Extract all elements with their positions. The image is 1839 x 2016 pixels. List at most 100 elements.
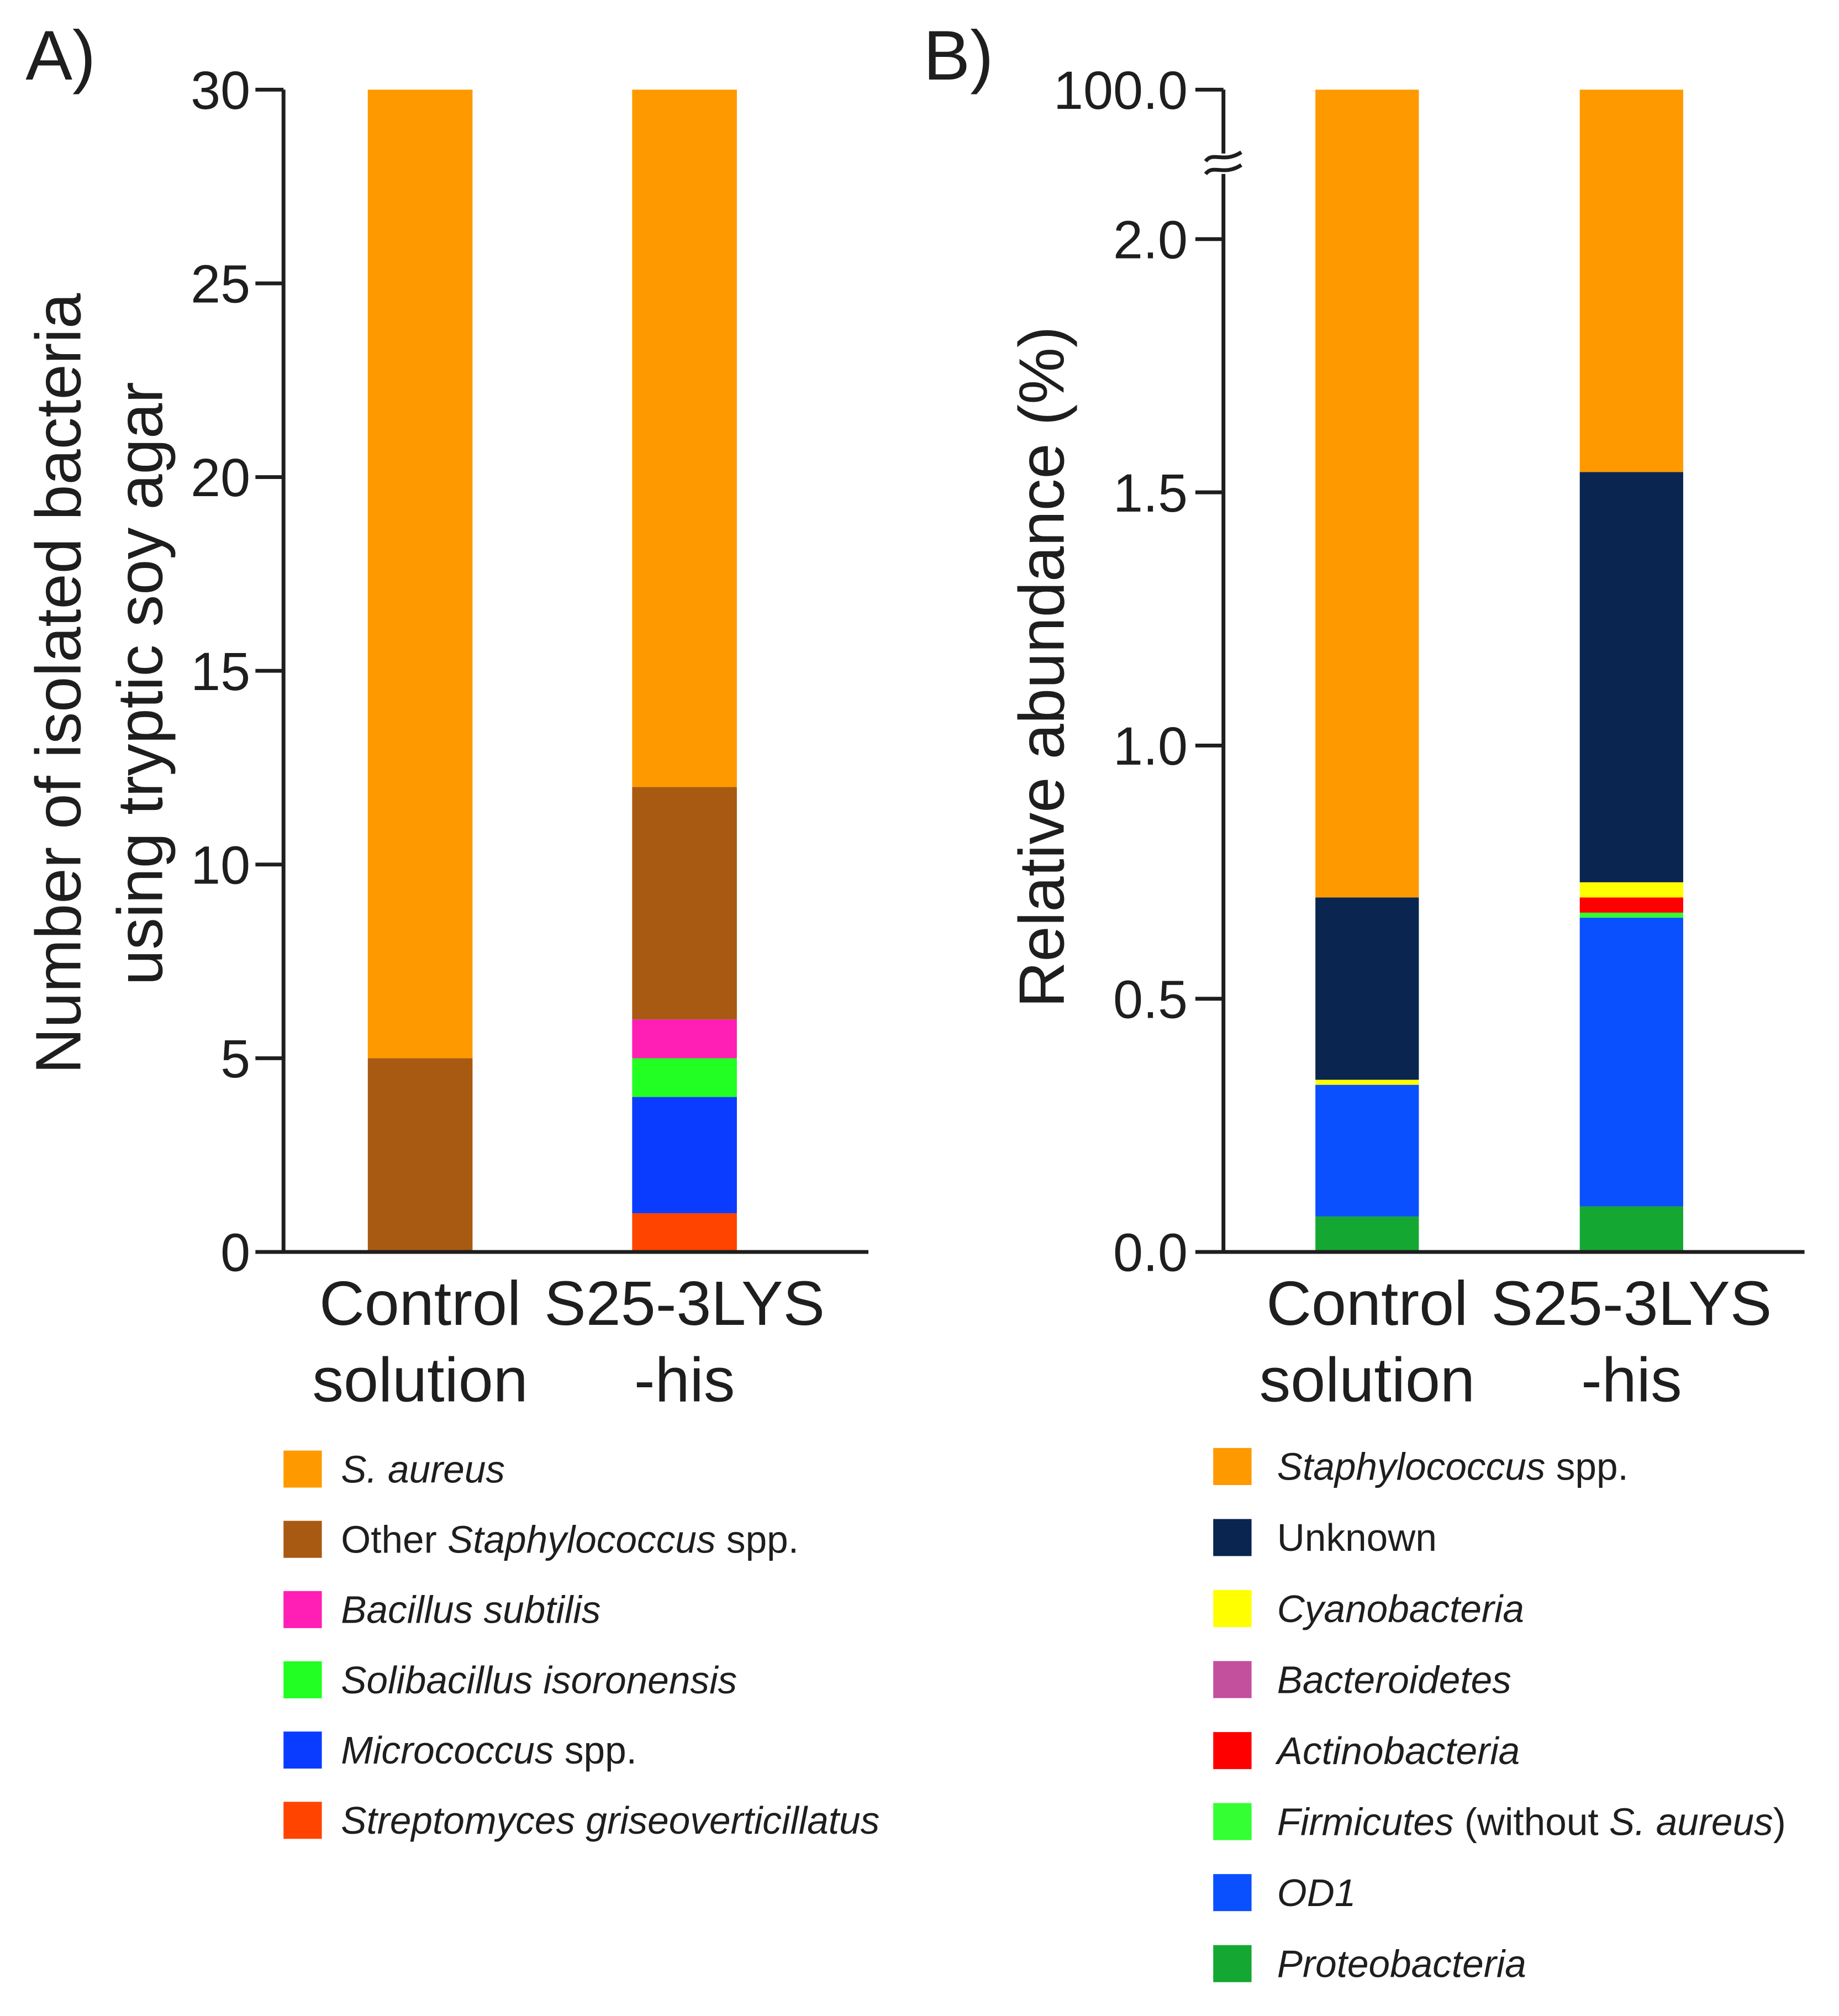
- legend-label: Solibacillus isoronensis: [341, 1659, 737, 1702]
- x-tick-label: -his: [1581, 1345, 1682, 1415]
- legend-item-proteobacteria: Proteobacteria: [1213, 1942, 1526, 1985]
- legend-swatch: [1213, 1589, 1252, 1628]
- legend-swatch: [283, 1802, 322, 1839]
- legend-label: Staphylococcus spp.: [1277, 1445, 1629, 1488]
- legend-label: Firmicutes (without S. aureus): [1277, 1800, 1786, 1843]
- bar-segment-staphylococcus-spp-0: [1315, 90, 1419, 898]
- legend-item-bacteroidetes: Bacteroidetes: [1213, 1658, 1511, 1701]
- legend-item-s-aureus: S. aureus: [283, 1447, 505, 1491]
- y-tick-label: 1.0: [1113, 716, 1188, 776]
- y-tick-label: 0: [220, 1223, 250, 1283]
- legend-label: OD1: [1277, 1871, 1356, 1914]
- legend-item-bacillus-subtilis: Bacillus subtilis: [283, 1588, 600, 1631]
- legend-label-part: ): [1773, 1800, 1786, 1843]
- legend-item-other-staphylococcus-spp: Other Staphylococcus spp.: [283, 1518, 799, 1561]
- legend-label-part: spp.: [1545, 1445, 1628, 1488]
- y-axis-title: Relative abundance (%): [1007, 326, 1078, 1008]
- bar-segment-staphylococcus-spp-1: [1579, 90, 1683, 472]
- legend-label-part: Staphylococcus: [1277, 1445, 1546, 1488]
- y-tick-label: 5: [220, 1029, 250, 1089]
- bar-segment-s-aureus-1: [632, 90, 737, 787]
- y-tick-label: 25: [191, 254, 250, 314]
- y-tick-label: 20: [191, 448, 250, 508]
- bar-segment-other-staphylococcus-spp-1: [632, 787, 737, 1020]
- legend-label-part: Micrococcus: [341, 1729, 554, 1772]
- bar-segment-firmicutes-without-s-aureus-1: [1579, 912, 1683, 918]
- panel-label: B): [923, 16, 993, 94]
- x-tick-label: Control: [319, 1268, 521, 1339]
- bar-segment-solibacillus-isoronensis-1: [632, 1058, 737, 1097]
- legend-label-part: Unknown: [1277, 1516, 1437, 1559]
- bar-segment-bacillus-subtilis-1: [632, 1019, 737, 1059]
- y-tick-label: 100.0: [1053, 60, 1188, 120]
- y-tick-label: 0.0: [1113, 1223, 1188, 1283]
- legend-label-part: Proteobacteria: [1277, 1942, 1526, 1985]
- bar-segment-proteobacteria-0: [1315, 1216, 1419, 1252]
- bar-segment-actinobacteria-1: [1579, 897, 1683, 913]
- legend-swatch: [283, 1450, 322, 1488]
- legend-label-part: Streptomyces griseoverticillatus: [341, 1799, 879, 1842]
- legend-swatch: [1213, 1661, 1252, 1698]
- legend-label-part: Staphylococcus: [447, 1518, 716, 1561]
- legend: S. aureus Other Staphylococcus spp. Bacill…: [283, 1447, 879, 1842]
- bar-segment-unknown-0: [1315, 897, 1419, 1080]
- bar-segment-cyanobacteria-1: [1579, 882, 1683, 898]
- bar-segment-streptomyces-griseoverticillatus-1: [632, 1213, 737, 1252]
- legend-item-staphylococcus-spp: Staphylococcus spp.: [1213, 1445, 1629, 1488]
- legend-item-unknown: Unknown: [1213, 1516, 1437, 1559]
- legend-label-part: Bacillus subtilis: [341, 1588, 600, 1631]
- legend-swatch: [283, 1661, 322, 1699]
- legend-item-actinobacteria: Actinobacteria: [1213, 1729, 1520, 1772]
- legend-item-cyanobacteria: Cyanobacteria: [1213, 1587, 1524, 1630]
- bar-segment-unknown-1: [1579, 472, 1683, 882]
- legend-label-part: S. aureus: [1609, 1800, 1773, 1843]
- bar-segment-s-aureus-0: [367, 90, 473, 1059]
- x-tick-label: solution: [1260, 1345, 1475, 1415]
- legend-label-part: Bacteroidetes: [1277, 1658, 1511, 1701]
- y-axis-title: using tryptic soy agar: [105, 382, 176, 985]
- legend-label: Micrococcus spp.: [341, 1729, 637, 1772]
- bar-segment-od1-1: [1579, 918, 1683, 1207]
- legend: Staphylococcus spp. Unknown Cyanobacteria B…: [1213, 1445, 1786, 1985]
- y-tick-label: 1.5: [1113, 463, 1188, 523]
- legend-label: Bacillus subtilis: [341, 1588, 600, 1631]
- legend-label: Unknown: [1277, 1516, 1437, 1559]
- legend-label-part: spp.: [554, 1729, 637, 1772]
- legend-swatch: [1213, 1447, 1252, 1485]
- legend-swatch: [1213, 1732, 1252, 1770]
- x-tick-label: Control: [1266, 1268, 1468, 1339]
- legend-label-part: Solibacillus isoronensis: [341, 1659, 737, 1702]
- x-tick-label: -his: [634, 1345, 735, 1415]
- legend-swatch: [283, 1731, 322, 1769]
- x-tick-label: S25-3LYS: [544, 1268, 825, 1339]
- bar-segment-other-staphylococcus-spp-0: [367, 1058, 473, 1252]
- legend-item-od1: OD1: [1213, 1871, 1356, 1914]
- legend-swatch: [1213, 1519, 1252, 1556]
- legend-label-part: spp.: [716, 1518, 799, 1561]
- legend-swatch: [1213, 1945, 1252, 1982]
- legend-item-micrococcus-spp: Micrococcus spp.: [283, 1729, 637, 1772]
- legend-label-part: OD1: [1277, 1871, 1356, 1914]
- bar-segment-proteobacteria-1: [1579, 1206, 1683, 1252]
- legend-swatch: [1213, 1803, 1252, 1840]
- legend-item-solibacillus-isoronensis: Solibacillus isoronensis: [283, 1659, 737, 1702]
- legend-label: Proteobacteria: [1277, 1942, 1526, 1985]
- legend-item-streptomyces-griseoverticillatus: Streptomyces griseoverticillatus: [283, 1799, 879, 1842]
- legend-item-firmicutes-without-s-aureus: Firmicutes (without S. aureus): [1213, 1800, 1786, 1843]
- y-tick-label: 15: [191, 641, 250, 702]
- legend-label: Bacteroidetes: [1277, 1658, 1511, 1701]
- y-tick-label: 2.0: [1113, 209, 1188, 270]
- axis-break-mark: [1204, 150, 1242, 163]
- y-tick-label: 0.5: [1113, 969, 1188, 1029]
- legend-label-part: Firmicutes: [1277, 1800, 1454, 1843]
- legend-label-part: Cyanobacteria: [1277, 1587, 1524, 1630]
- y-axis-title: Number of isolated bacteria: [23, 293, 94, 1074]
- legend-label-part: S. aureus: [341, 1447, 505, 1491]
- legend-label: S. aureus: [341, 1447, 505, 1491]
- legend-label: Cyanobacteria: [1277, 1587, 1524, 1630]
- legend-label-part: (without: [1454, 1800, 1609, 1843]
- panel-label: A): [25, 16, 96, 94]
